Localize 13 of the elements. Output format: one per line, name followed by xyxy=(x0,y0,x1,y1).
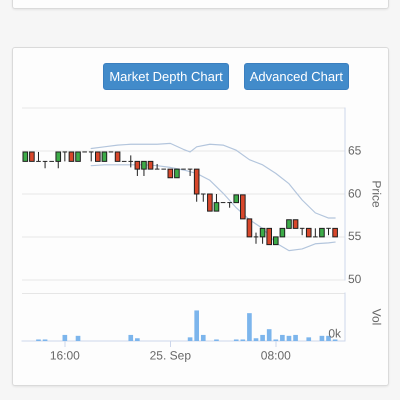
y-tick-label: 50 xyxy=(348,272,362,286)
candlestick xyxy=(42,160,48,169)
y-axis-title: Vol xyxy=(369,308,384,326)
annotation: 0k xyxy=(328,326,342,340)
button[interactable]: Advanced Chart xyxy=(244,63,349,90)
button[interactable]: Market Depth Chart xyxy=(103,63,229,90)
y-tick-label: 65 xyxy=(348,143,362,158)
y-axis-title: Price xyxy=(369,180,384,208)
y-tick-label: 55 xyxy=(348,229,362,244)
y-tick-label: 60 xyxy=(348,186,362,200)
x-tick-label: 25. Sep xyxy=(150,348,192,363)
x-tick-label: 08:00 xyxy=(260,348,292,363)
x-tick-label: 16:00 xyxy=(50,348,80,363)
